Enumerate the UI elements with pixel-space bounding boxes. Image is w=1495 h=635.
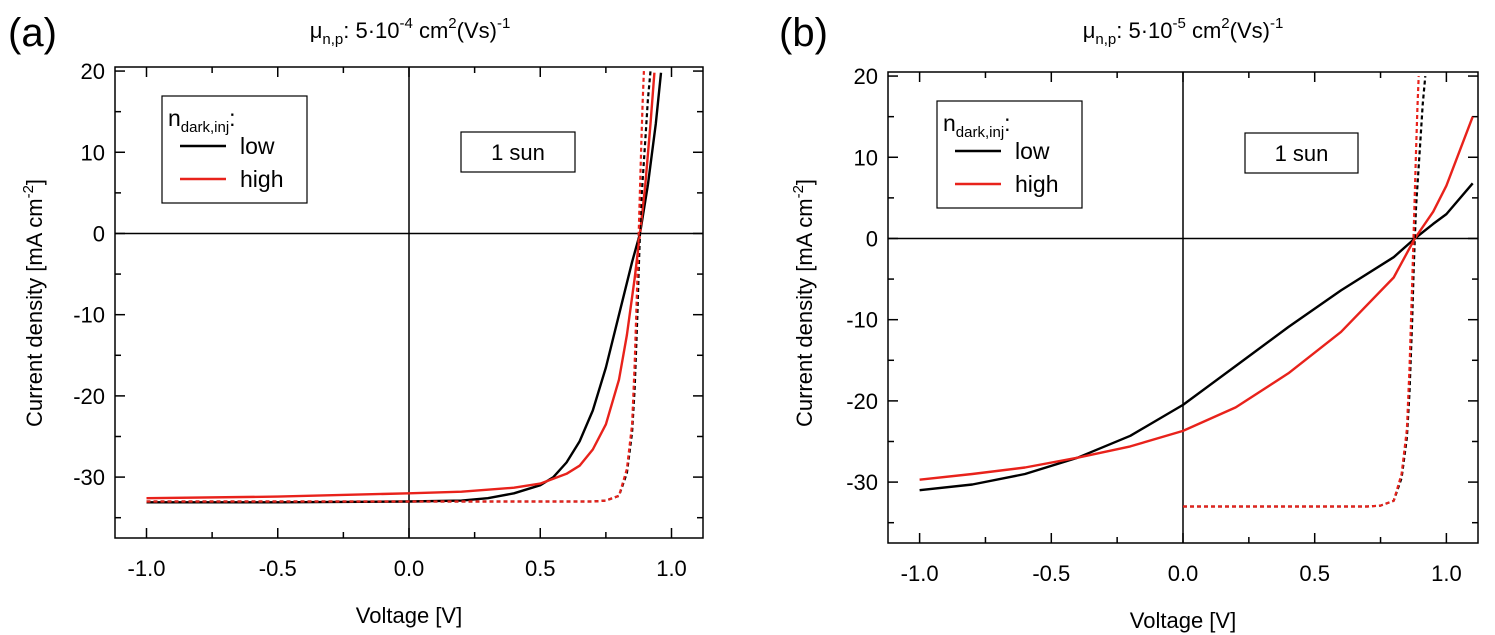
x-tick-label: 0.0 (1168, 561, 1199, 586)
series-line-1 (146, 72, 656, 500)
y-tick-label: 0 (866, 226, 878, 251)
series-line-0 (919, 182, 1474, 492)
y-axis-label: Current density [mA cm-2] (790, 179, 817, 427)
legend-label-low: low (1015, 138, 1050, 164)
annotation-text: 1 sun (491, 140, 545, 165)
legend-title: ndark,inj: (943, 110, 1011, 141)
chart-title: μn,p: 5·10-4 cm2(Vs)-1 (310, 15, 511, 48)
legend-box (936, 100, 1083, 209)
x-tick-label: 1.0 (656, 556, 687, 581)
annotation-box (1244, 132, 1359, 174)
legend-title: ndark,inj: (168, 105, 236, 136)
y-tick-label: 10 (854, 145, 878, 170)
series-group (919, 75, 1474, 508)
series-line-3 (1183, 76, 1420, 508)
x-tick-label: -1.0 (901, 561, 939, 586)
chart-panel-b: (b) μn,p: 5·10-5 cm2(Vs)-1 -1.0 -0.5 0.0 0.5 1… (779, 11, 1479, 633)
x-axis-label: Voltage [V] (356, 603, 462, 628)
x-tick-label: -1.0 (128, 556, 166, 581)
legend: ndark,inj:low high (161, 95, 308, 204)
y-tick-label: -30 (73, 465, 105, 490)
x-tick-label: 0.5 (1299, 561, 1330, 586)
legend-label-high: high (1015, 171, 1058, 197)
y-tick-label: 0 (93, 221, 105, 246)
series-line-1 (919, 116, 1474, 481)
series-group (146, 70, 663, 504)
y-tick-label: -10 (846, 308, 878, 333)
series-line-3 (146, 71, 645, 503)
legend-label-low: low (240, 133, 275, 159)
series-line-2 (1183, 75, 1427, 508)
y-tick-label: 10 (81, 140, 105, 165)
y-axis-label: Current density [mA cm-2] (20, 179, 47, 427)
annotation-text: 1 sun (1275, 141, 1329, 166)
panel-label: (b) (779, 11, 828, 55)
annotation-box (460, 131, 576, 173)
chart-panel-a: (a) μn,p: 5·10-4 cm2(Vs)-1 -1.0 -0.5 0.0 0.5 1… (8, 11, 704, 628)
x-tick-label: -0.5 (1032, 561, 1070, 586)
panel-label: (a) (8, 11, 57, 55)
y-tick-label: -20 (73, 384, 105, 409)
y-tick-label: 20 (854, 64, 878, 89)
y-tick-label: 20 (81, 59, 105, 84)
legend-label-high: high (240, 166, 283, 192)
x-axis-label: Voltage [V] (1130, 608, 1236, 633)
y-tick-label: -10 (73, 303, 105, 328)
x-tick-label: 0.5 (525, 556, 556, 581)
chart-title: μn,p: 5·10-5 cm2(Vs)-1 (1083, 15, 1284, 48)
legend-box (161, 95, 308, 204)
x-tick-label: 1.0 (1431, 561, 1462, 586)
y-tick-label: -20 (846, 389, 878, 414)
x-tick-label: -0.5 (259, 556, 297, 581)
legend: ndark,inj:low high (936, 100, 1083, 209)
x-tick-label: 0.0 (394, 556, 425, 581)
y-tick-label: -30 (846, 470, 878, 495)
